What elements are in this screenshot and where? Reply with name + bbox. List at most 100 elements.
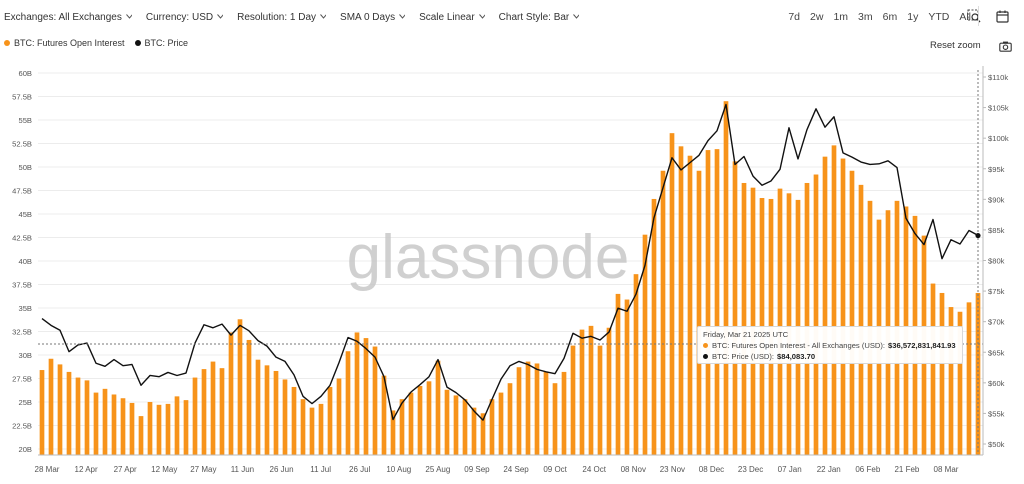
open-interest-bar (489, 399, 495, 455)
open-interest-bar (570, 345, 576, 455)
open-interest-bar (840, 158, 846, 456)
x-tick-label: 06 Feb (855, 465, 880, 474)
camera-icon[interactable] (994, 36, 1016, 56)
open-interest-bar (417, 386, 423, 455)
currency-select[interactable]: Currency: USD (146, 12, 224, 23)
range-2w[interactable]: 2w (810, 11, 824, 23)
range-3m[interactable]: 3m (858, 11, 873, 23)
resolution-select[interactable]: Resolution: 1 Day (237, 12, 327, 23)
legend-label: BTC: Futures Open Interest (14, 38, 125, 48)
scale-select[interactable]: Scale Linear (419, 12, 485, 23)
right-tick-label: $95k (988, 165, 1005, 174)
open-interest-bar (543, 371, 549, 455)
open-interest-bar (615, 293, 621, 455)
x-tick-label: 11 Jun (231, 465, 254, 474)
open-interest-bar (291, 386, 297, 455)
open-interest-bar (39, 370, 45, 455)
calendar-icon[interactable] (990, 5, 1014, 27)
open-interest-bar (273, 370, 279, 455)
open-interest-bar (651, 198, 657, 455)
x-tick-label: 27 Apr (114, 465, 137, 474)
open-interest-bar (345, 351, 351, 455)
range-1m[interactable]: 1m (833, 11, 849, 23)
watermark: glassnode (347, 223, 630, 292)
chart-style-select[interactable]: Chart Style: Bar (499, 12, 580, 23)
x-axis-ticks: 28 Mar 12 Apr 27 Apr 12 May 27 May 11 Jun 26 J… (35, 465, 959, 474)
range-6m[interactable]: 6m (882, 11, 898, 23)
toolbar: Exchanges: All Exchanges Currency: USD Res… (4, 6, 593, 28)
open-interest-bar (687, 155, 693, 455)
open-interest-bar (552, 383, 558, 455)
x-tick-label: 21 Feb (894, 465, 919, 474)
open-interest-bar (129, 402, 135, 455)
chevron-down-icon (399, 14, 406, 19)
left-tick-label: 45B (18, 210, 32, 219)
open-interest-bar (804, 182, 810, 456)
open-interest-bar (498, 392, 504, 455)
open-interest-bar (858, 184, 864, 456)
open-interest-bar (255, 359, 261, 455)
open-interest-bar (363, 338, 369, 455)
open-interest-bar (174, 396, 180, 455)
toolbar-select-label: Exchanges: All Exchanges (4, 11, 122, 23)
price-line (41, 103, 979, 421)
left-tick-label: 35B (18, 304, 32, 313)
left-tick-label: 52.5B (12, 140, 32, 149)
x-tick-label: 12 May (151, 465, 177, 474)
x-tick-label: 27 May (190, 465, 216, 474)
tooltip-oi-value: $36,572,831,841.93 (888, 341, 956, 350)
open-interest-bar (849, 170, 855, 455)
hover-price-marker (975, 232, 981, 239)
open-interest-bar (156, 404, 162, 455)
open-interest-bar (426, 381, 432, 455)
sma-select[interactable]: SMA 0 Days (340, 12, 406, 23)
legend-item-price[interactable]: BTC: Price (134, 38, 189, 48)
open-interest-bar (471, 407, 477, 455)
open-interest-bar (183, 400, 189, 455)
open-interest-bar (435, 360, 441, 455)
right-tick-label: $80k (988, 257, 1005, 266)
chart-legend: BTC: Futures Open Interest BTC: Price (4, 38, 198, 48)
x-tick-label: 24 Sep (503, 465, 529, 474)
open-interest-bar (723, 101, 729, 455)
range-all[interactable]: All (959, 11, 971, 23)
open-interest-bar (741, 182, 747, 456)
range-ytd[interactable]: YTD (928, 11, 950, 23)
open-interest-bar (93, 392, 99, 455)
exchanges-select[interactable]: Exchanges: All Exchanges (4, 12, 132, 23)
range-selector: 7d 2w 1m 3m 6m 1y YTD All (783, 6, 976, 28)
right-tick-label: $110k (988, 73, 1008, 82)
open-interest-bar (975, 292, 981, 455)
x-tick-label: 11 Jul (310, 465, 331, 474)
x-tick-label: 26 Jul (349, 465, 371, 474)
tooltip-row-open-interest: BTC: Futures Open Interest - All Exchang… (703, 341, 957, 350)
range-1y[interactable]: 1y (907, 11, 919, 23)
open-interest-bar (633, 274, 639, 455)
chevron-down-icon (125, 14, 132, 19)
left-tick-label: 40B (18, 257, 32, 266)
left-tick-label: 42.5B (12, 234, 32, 243)
tooltip-row-price: BTC: Price (USD): $84,083.70 (703, 352, 957, 361)
x-tick-label: 10 Aug (386, 465, 411, 474)
legend-label: BTC: Price (144, 38, 189, 48)
open-interest-bar (219, 368, 225, 455)
reset-zoom-button[interactable]: Reset zoom (930, 40, 981, 51)
open-interest-bar (309, 407, 315, 455)
open-interest-bar (102, 388, 108, 455)
open-interest-bar (579, 329, 585, 455)
legend-dot-open-interest (4, 40, 10, 46)
tooltip-oi-label: BTC: Futures Open Interest - All Exchang… (712, 341, 886, 350)
legend-item-open-interest[interactable]: BTC: Futures Open Interest (4, 38, 125, 48)
zoom-search-icon[interactable] (962, 5, 986, 27)
open-interest-bar (507, 383, 513, 455)
open-interest-bar (777, 188, 783, 455)
range-7d[interactable]: 7d (788, 11, 801, 23)
x-tick-label: 07 Jan (778, 465, 802, 474)
open-interest-bar (732, 161, 738, 456)
open-interest-bar (453, 395, 459, 455)
open-interest-bar (525, 361, 531, 455)
left-tick-label: 60B (18, 69, 32, 78)
open-interest-bar (714, 149, 720, 455)
open-interest-bar (948, 307, 954, 455)
